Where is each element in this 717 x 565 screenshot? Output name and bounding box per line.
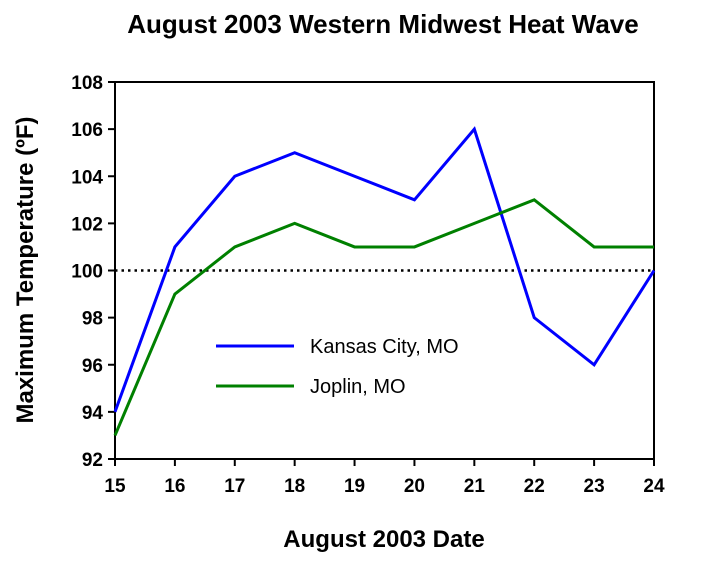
y-tick-label: 98	[82, 309, 103, 330]
legend-label-2: Joplin, MO	[310, 376, 406, 398]
series-line-2	[113, 198, 654, 437]
y-axis-label: Maximum Temperature (ºF)	[12, 116, 39, 423]
y-tick-label: 96	[82, 356, 103, 377]
chart-title: August 2003 Western Midwest Heat Wave	[127, 9, 638, 39]
x-tick-label: 24	[643, 476, 665, 497]
y-tick-label: 108	[71, 73, 103, 94]
x-tick-label: 22	[524, 476, 545, 497]
x-tick-label: 20	[404, 476, 425, 497]
y-tick-label: 104	[71, 167, 103, 188]
x-tick-label: 17	[224, 476, 245, 497]
y-tick-label: 100	[71, 262, 103, 283]
x-tick-label: 19	[344, 476, 365, 497]
plot-frame	[114, 81, 655, 460]
x-tick-label: 15	[104, 476, 126, 497]
y-tick-label: 106	[71, 120, 103, 141]
plot-area: 92 94 96 98 100 102 104 106 108 15 16 17 18 19 20 21 22 2…	[71, 73, 665, 497]
x-tick-label: 18	[284, 476, 305, 497]
series-line-1	[113, 126, 656, 413]
legend-label-1: Kansas City, MO	[310, 336, 459, 358]
x-tick-label: 16	[164, 476, 185, 497]
x-tick-label: 23	[584, 476, 605, 497]
x-tick-label: 21	[464, 476, 486, 497]
x-axis-label: August 2003 Date	[283, 526, 484, 553]
y-tick-label: 92	[82, 450, 103, 471]
y-tick-label: 102	[71, 214, 103, 235]
y-tick-label: 94	[82, 403, 104, 424]
